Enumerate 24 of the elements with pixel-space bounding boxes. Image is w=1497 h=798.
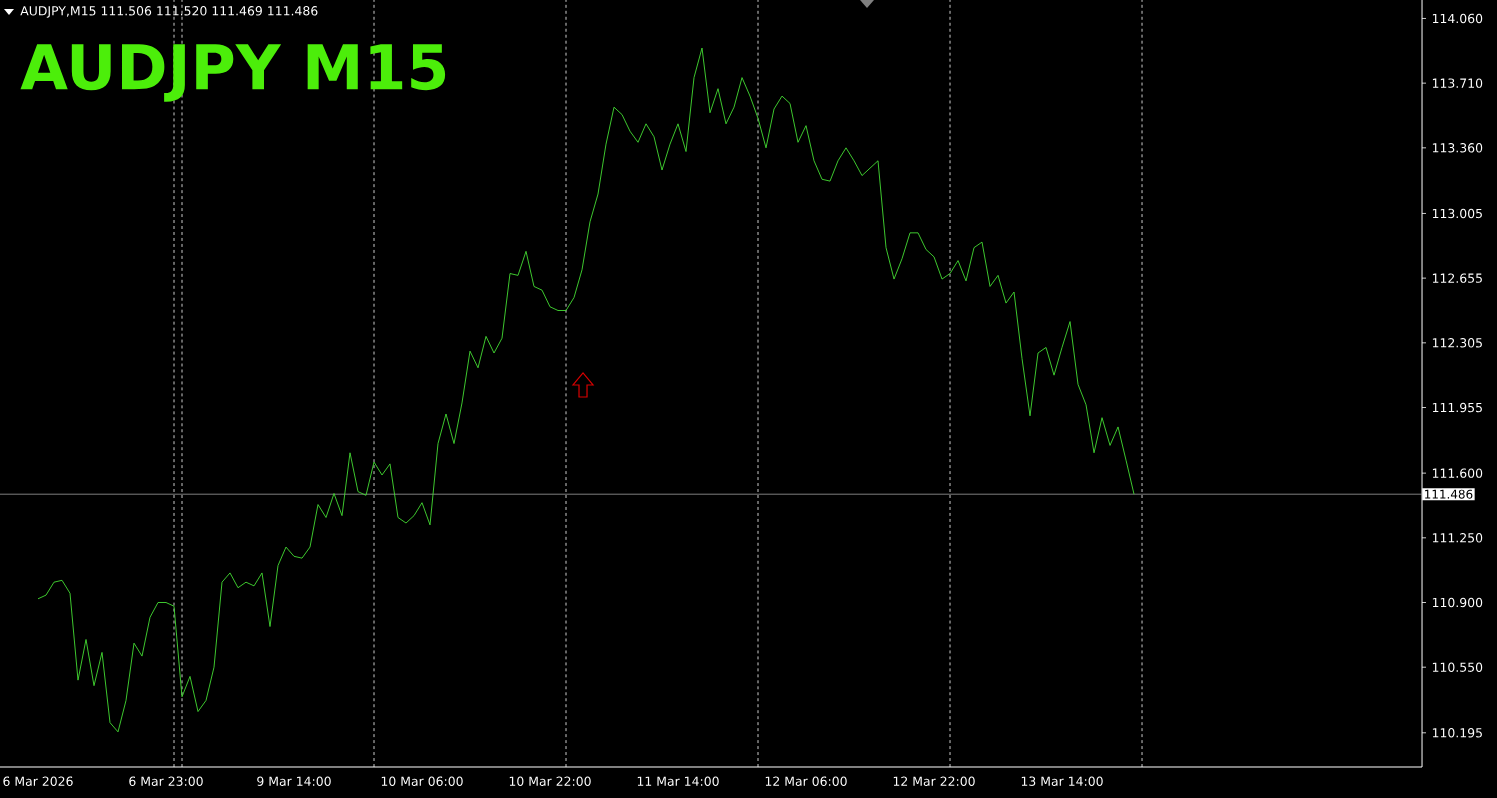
y-tick-label: 110.195 (1432, 728, 1482, 738)
y-tick-label: 113.005 (1432, 208, 1482, 219)
y-tick-label: 113.710 (1432, 78, 1483, 88)
y-tick-label: 110.550 (1432, 662, 1483, 672)
y-tick-label: 112.305 (1432, 338, 1482, 348)
x-tick-label: 12 Mar 06:00 (765, 776, 847, 786)
ref-line-label: 111.486 (1425, 489, 1473, 499)
x-tick-label: 11 Mar 14:00 (637, 776, 719, 786)
x-tick-label: 10 Mar 06:00 (381, 776, 463, 786)
x-tick-label: 9 Mar 14:00 (257, 776, 331, 786)
y-tick-label: 111.955 (1432, 402, 1482, 413)
x-tick-label: 6 Mar 23:00 (129, 776, 203, 786)
y-tick-label: 112.655 (1432, 273, 1482, 283)
x-tick-label: 10 Mar 22:00 (509, 776, 591, 786)
text: AUDJPY M15 (20, 44, 446, 102)
x-tick-label: 13 Mar 14:00 (1021, 776, 1103, 786)
y-tick-label: 114.060 (1432, 13, 1483, 24)
x-tick-label: 6 Mar 2026 (3, 776, 73, 786)
y-tick-label: 111.600 (1432, 468, 1483, 478)
x-tick-label: 12 Mar 22:00 (893, 776, 975, 786)
y-tick-label: 110.900 (1432, 597, 1483, 608)
y-tick-label: 113.360 (1432, 143, 1483, 153)
y-tick-label: 111.250 (1432, 533, 1483, 543)
chart-subtitle: AUDJPY,M15 111.506 111.520 111.469 111.486 (20, 6, 318, 18)
